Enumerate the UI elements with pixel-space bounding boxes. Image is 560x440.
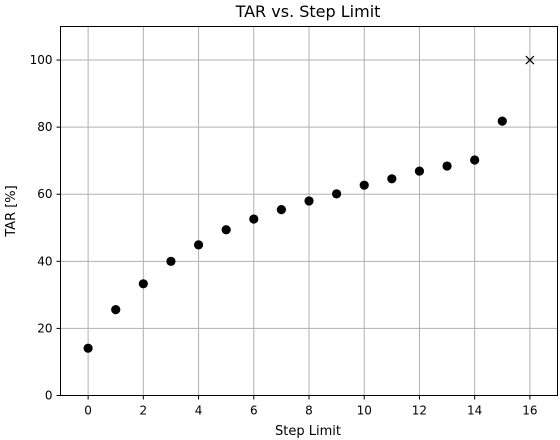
x-tick-label: 4 bbox=[195, 404, 203, 418]
x-tick-label: 16 bbox=[522, 404, 537, 418]
y-tick-label: 0 bbox=[45, 389, 53, 403]
data-point bbox=[470, 155, 480, 165]
data-point-x-marker bbox=[525, 55, 535, 65]
data-point bbox=[276, 205, 286, 215]
y-tick-label: 60 bbox=[37, 187, 52, 201]
grid-layer bbox=[60, 26, 558, 396]
data-point bbox=[111, 305, 121, 315]
data-point bbox=[221, 225, 231, 235]
data-point bbox=[249, 214, 259, 224]
data-point bbox=[497, 116, 507, 126]
x-tick-label: 14 bbox=[467, 404, 482, 418]
data-point bbox=[83, 343, 93, 353]
x-axis-label: Step Limit bbox=[275, 424, 341, 439]
data-point bbox=[304, 196, 314, 206]
ticks-layer: 0 2 4 6 8 10 12 14 16 0 20 40 60 80 100 bbox=[30, 53, 538, 417]
data-point bbox=[332, 189, 342, 199]
data-point bbox=[166, 256, 176, 266]
x-tick-label: 10 bbox=[357, 404, 372, 418]
x-tick-label: 12 bbox=[412, 404, 427, 418]
data-point bbox=[442, 161, 452, 171]
data-point bbox=[414, 166, 425, 176]
x-tick-label: 0 bbox=[84, 404, 92, 418]
x-tick-label: 2 bbox=[140, 404, 148, 418]
data-point bbox=[387, 174, 397, 184]
data-point bbox=[138, 279, 148, 289]
points-layer bbox=[83, 55, 535, 353]
y-axis-label: TAR [%] bbox=[4, 185, 19, 238]
y-tick-label: 80 bbox=[37, 120, 52, 134]
chart-title: TAR vs. Step Limit bbox=[235, 2, 381, 21]
data-point bbox=[193, 240, 204, 250]
y-tick-label: 100 bbox=[30, 53, 53, 67]
data-point bbox=[359, 180, 369, 190]
x-tick-label: 8 bbox=[305, 404, 313, 418]
y-tick-label: 40 bbox=[37, 254, 52, 268]
y-tick-label: 20 bbox=[37, 321, 52, 335]
x-tick-label: 6 bbox=[250, 404, 258, 418]
